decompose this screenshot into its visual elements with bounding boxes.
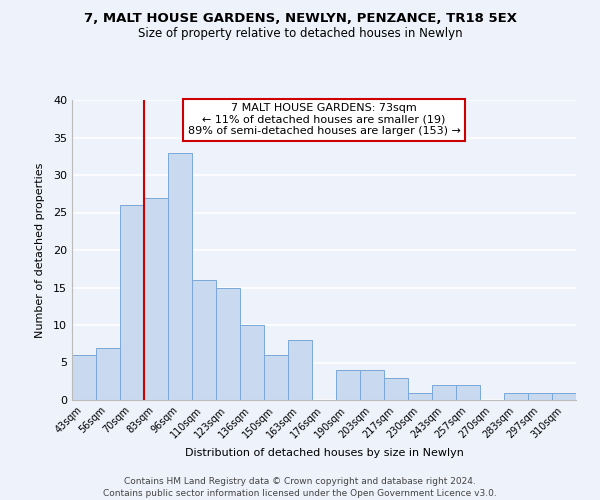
Bar (360, 370, 384, 400)
Bar (216, 288, 240, 400)
Bar (552, 392, 576, 400)
Bar (168, 152, 192, 400)
Bar (528, 392, 552, 400)
Bar (96, 348, 120, 400)
Bar (408, 392, 432, 400)
Text: Contains HM Land Registry data © Crown copyright and database right 2024.: Contains HM Land Registry data © Crown c… (124, 478, 476, 486)
Text: 7, MALT HOUSE GARDENS, NEWLYN, PENZANCE, TR18 5EX: 7, MALT HOUSE GARDENS, NEWLYN, PENZANCE,… (83, 12, 517, 26)
Bar (264, 355, 288, 400)
Bar (192, 280, 216, 400)
Bar (336, 370, 360, 400)
Y-axis label: Number of detached properties: Number of detached properties (35, 162, 44, 338)
Text: Contains public sector information licensed under the Open Government Licence v3: Contains public sector information licen… (103, 489, 497, 498)
X-axis label: Distribution of detached houses by size in Newlyn: Distribution of detached houses by size … (185, 448, 463, 458)
Bar (288, 340, 312, 400)
Bar (120, 205, 144, 400)
Bar (240, 325, 264, 400)
Bar (384, 378, 408, 400)
Text: 7 MALT HOUSE GARDENS: 73sqm
← 11% of detached houses are smaller (19)
89% of sem: 7 MALT HOUSE GARDENS: 73sqm ← 11% of det… (188, 103, 460, 136)
Bar (72, 355, 96, 400)
Bar (432, 385, 456, 400)
Bar (504, 392, 528, 400)
Bar (456, 385, 480, 400)
Bar (144, 198, 168, 400)
Text: Size of property relative to detached houses in Newlyn: Size of property relative to detached ho… (137, 28, 463, 40)
